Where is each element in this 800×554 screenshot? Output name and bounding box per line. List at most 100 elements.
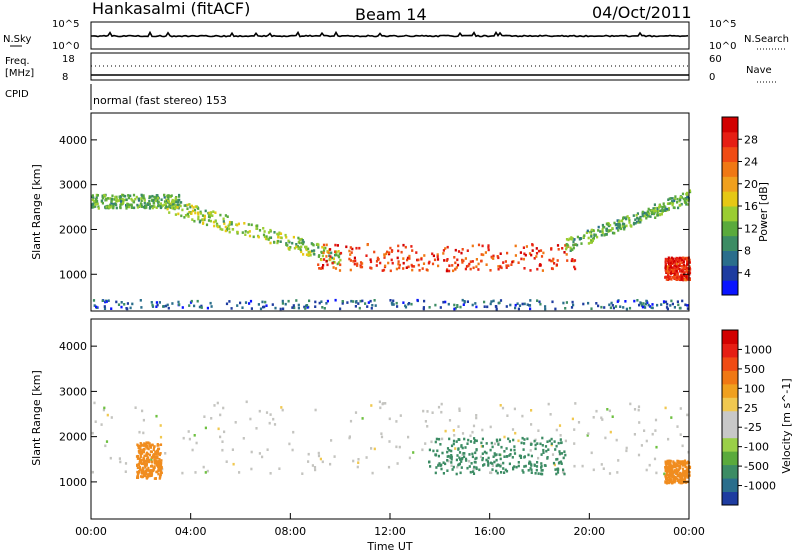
heatmap-cell xyxy=(483,463,486,466)
nave-tick-top: 60 xyxy=(709,54,722,65)
heatmap-cell xyxy=(143,199,146,202)
heatmap-cell xyxy=(667,263,671,266)
heatmap-cell xyxy=(540,453,543,456)
heatmap-cell xyxy=(596,235,599,239)
heatmap-cell xyxy=(145,204,148,207)
heatmap-cell xyxy=(552,257,555,261)
heatmap-cell xyxy=(248,234,252,238)
heatmap-cell xyxy=(249,299,253,303)
heatmap-cell xyxy=(91,206,94,209)
heatmap-cell xyxy=(127,205,131,209)
heatmap-cell xyxy=(502,467,505,470)
heatmap-cell xyxy=(666,478,669,481)
heatmap-cell xyxy=(540,469,543,472)
heatmap-cell xyxy=(634,222,637,225)
heatmap-cell xyxy=(606,223,609,226)
heatmap-cell xyxy=(553,262,556,265)
heatmap-cell xyxy=(167,205,171,209)
heatmap-cell xyxy=(349,419,353,423)
heatmap-cell xyxy=(618,220,621,223)
heatmap-cell xyxy=(360,265,364,269)
heatmap-cell xyxy=(444,462,447,466)
heatmap-cell xyxy=(359,264,362,267)
heatmap-cell xyxy=(265,304,268,307)
heatmap-cell xyxy=(422,306,425,309)
heatmap-cell xyxy=(475,448,478,451)
heatmap-cell xyxy=(647,207,650,211)
heatmap-cell xyxy=(188,437,191,441)
heatmap-cell xyxy=(592,229,595,232)
heatmap-cell xyxy=(603,306,606,309)
heatmap-cell xyxy=(371,304,374,307)
heatmap-cell xyxy=(126,203,129,206)
heatmap-cell xyxy=(524,464,527,468)
heatmap-cell xyxy=(273,231,276,234)
heatmap-cell xyxy=(338,269,342,272)
heatmap-cell xyxy=(258,452,261,455)
heatmap-cell xyxy=(679,465,682,468)
heatmap-cell xyxy=(676,260,679,264)
heatmap-cell xyxy=(106,413,109,417)
heatmap-cell xyxy=(671,270,675,274)
heatmap-cell xyxy=(307,247,310,251)
heatmap-cell xyxy=(228,220,232,224)
power-colorbar-label: Power [dB] xyxy=(757,182,770,242)
heatmap-cell xyxy=(159,205,162,209)
heatmap-cell xyxy=(464,446,467,449)
heatmap-cell xyxy=(144,469,147,473)
heatmap-cell xyxy=(685,270,688,273)
heatmap-cell xyxy=(664,260,667,263)
heatmap-cell xyxy=(664,266,667,269)
heatmap-cell xyxy=(663,472,666,476)
heatmap-cell xyxy=(195,441,198,445)
heatmap-cell xyxy=(645,468,648,472)
heatmap-cell xyxy=(622,217,625,220)
heatmap-cell xyxy=(456,454,459,457)
heatmap-cell xyxy=(170,194,173,197)
heatmap-cell xyxy=(365,254,368,257)
heatmap-cell xyxy=(442,461,445,464)
heatmap-cell xyxy=(239,301,242,305)
heatmap-cell xyxy=(547,448,550,451)
heatmap-cell xyxy=(130,206,133,209)
heatmap-cell xyxy=(175,200,178,204)
heatmap-cell xyxy=(281,299,284,303)
colorbar-swatch xyxy=(722,491,738,506)
heatmap-cell xyxy=(609,306,612,310)
heatmap-cell xyxy=(306,306,309,309)
heatmap-cell xyxy=(131,302,134,306)
heatmap-cell xyxy=(644,214,647,217)
heatmap-cell xyxy=(550,248,553,251)
heatmap-cell xyxy=(374,304,377,307)
heatmap-cell xyxy=(194,471,197,474)
heatmap-cell xyxy=(242,437,245,440)
x-tick-label: 20:00 xyxy=(573,525,605,538)
heatmap-cell xyxy=(680,278,683,281)
heatmap-cell xyxy=(154,450,157,454)
heatmap-cell xyxy=(673,470,676,474)
heatmap-cell xyxy=(548,258,551,262)
heatmap-cell xyxy=(377,258,380,261)
heatmap-cell xyxy=(664,300,668,304)
heatmap-cell xyxy=(158,466,161,469)
heatmap-cell xyxy=(322,264,325,267)
heatmap-cell xyxy=(565,301,568,304)
heatmap-cell xyxy=(348,257,351,261)
heatmap-cell xyxy=(499,404,502,407)
heatmap-cell xyxy=(357,461,360,464)
heatmap-cell xyxy=(679,433,682,436)
heatmap-cell xyxy=(607,224,610,228)
heatmap-cell xyxy=(461,453,464,456)
heatmap-cell xyxy=(674,195,677,198)
heatmap-cell xyxy=(609,224,612,227)
heatmap-cell xyxy=(656,212,659,215)
heatmap-cell xyxy=(461,261,464,264)
heatmap-cell xyxy=(339,307,342,311)
heatmap-cell xyxy=(474,451,477,455)
heatmap-cell xyxy=(200,306,203,309)
heatmap-cell xyxy=(667,207,670,210)
heatmap-cell xyxy=(282,307,285,311)
heatmap-cell xyxy=(450,455,453,459)
heatmap-cell xyxy=(485,451,488,455)
heatmap-cell xyxy=(678,277,681,281)
